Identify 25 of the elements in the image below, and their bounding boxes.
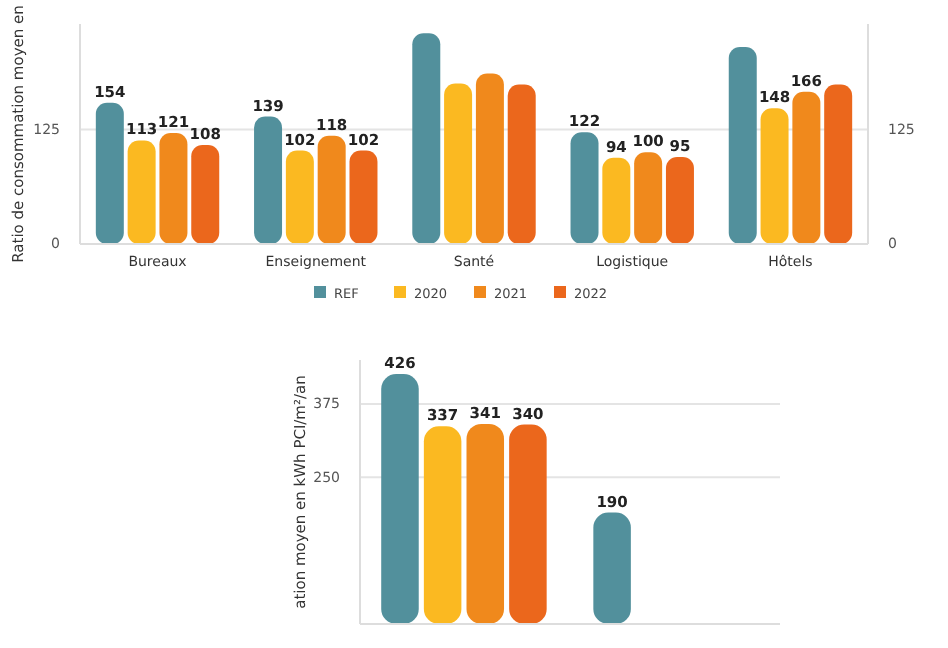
bar bbox=[507, 84, 536, 244]
bar bbox=[792, 91, 821, 244]
bar bbox=[466, 423, 505, 624]
bar bbox=[444, 83, 473, 244]
bar bbox=[317, 135, 346, 244]
bar bbox=[412, 33, 441, 244]
bar bbox=[665, 156, 694, 244]
bar bbox=[191, 145, 220, 244]
bar bbox=[593, 512, 631, 624]
bar bbox=[509, 424, 547, 624]
bar bbox=[381, 374, 419, 624]
bar bbox=[570, 132, 599, 244]
bar bbox=[95, 102, 124, 244]
bar bbox=[254, 116, 283, 244]
bar bbox=[475, 73, 504, 244]
bar bbox=[602, 157, 631, 244]
bar bbox=[159, 133, 188, 244]
bar bbox=[423, 426, 462, 624]
bar bbox=[349, 150, 378, 244]
bar bbox=[634, 152, 663, 244]
bar bbox=[127, 140, 156, 244]
bar bbox=[760, 108, 789, 244]
bar bbox=[824, 84, 853, 244]
bar bbox=[285, 150, 314, 244]
bar bbox=[728, 46, 757, 244]
